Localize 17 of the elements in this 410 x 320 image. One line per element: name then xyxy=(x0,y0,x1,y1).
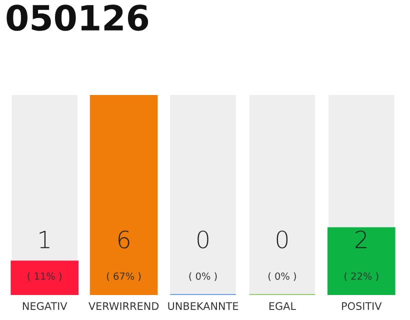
x-tick-label: POSITIV xyxy=(342,302,382,310)
bar xyxy=(10,260,79,295)
data-label: 6 xyxy=(118,230,130,248)
x-tick-label: NEGATIV xyxy=(22,302,68,310)
annotation: ( 0% ) xyxy=(268,272,296,281)
annotation: ( 67% ) xyxy=(106,272,141,281)
data-label: 0 xyxy=(198,230,208,248)
x-tick-label: UNBEKANNTE xyxy=(168,302,238,310)
data-label: 0 xyxy=(276,230,288,248)
x-tick-label: EGAL xyxy=(269,302,296,310)
x-tick-label: VERWIRREND xyxy=(88,302,159,310)
data-label: 2 xyxy=(356,230,367,248)
data-label: 1 xyxy=(40,230,50,248)
annotation: ( 0% ) xyxy=(189,272,217,281)
annotation: ( 11% ) xyxy=(28,272,62,281)
annotation: ( 22% ) xyxy=(344,272,378,281)
chart-title: 050126 xyxy=(6,4,148,31)
